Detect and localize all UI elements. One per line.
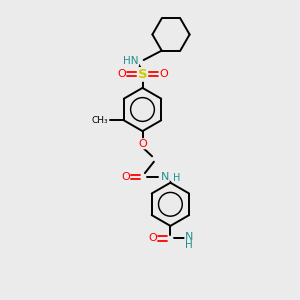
Text: N: N [185, 232, 193, 242]
Text: S: S [138, 68, 147, 81]
Text: HN: HN [123, 56, 139, 66]
Text: O: O [148, 233, 157, 244]
Text: O: O [138, 139, 147, 149]
Text: O: O [117, 69, 126, 80]
Text: H: H [173, 172, 181, 183]
Text: CH₃: CH₃ [92, 116, 108, 125]
Text: O: O [159, 69, 168, 80]
Text: H: H [185, 240, 193, 250]
Text: O: O [121, 172, 130, 182]
Text: N: N [161, 172, 169, 182]
